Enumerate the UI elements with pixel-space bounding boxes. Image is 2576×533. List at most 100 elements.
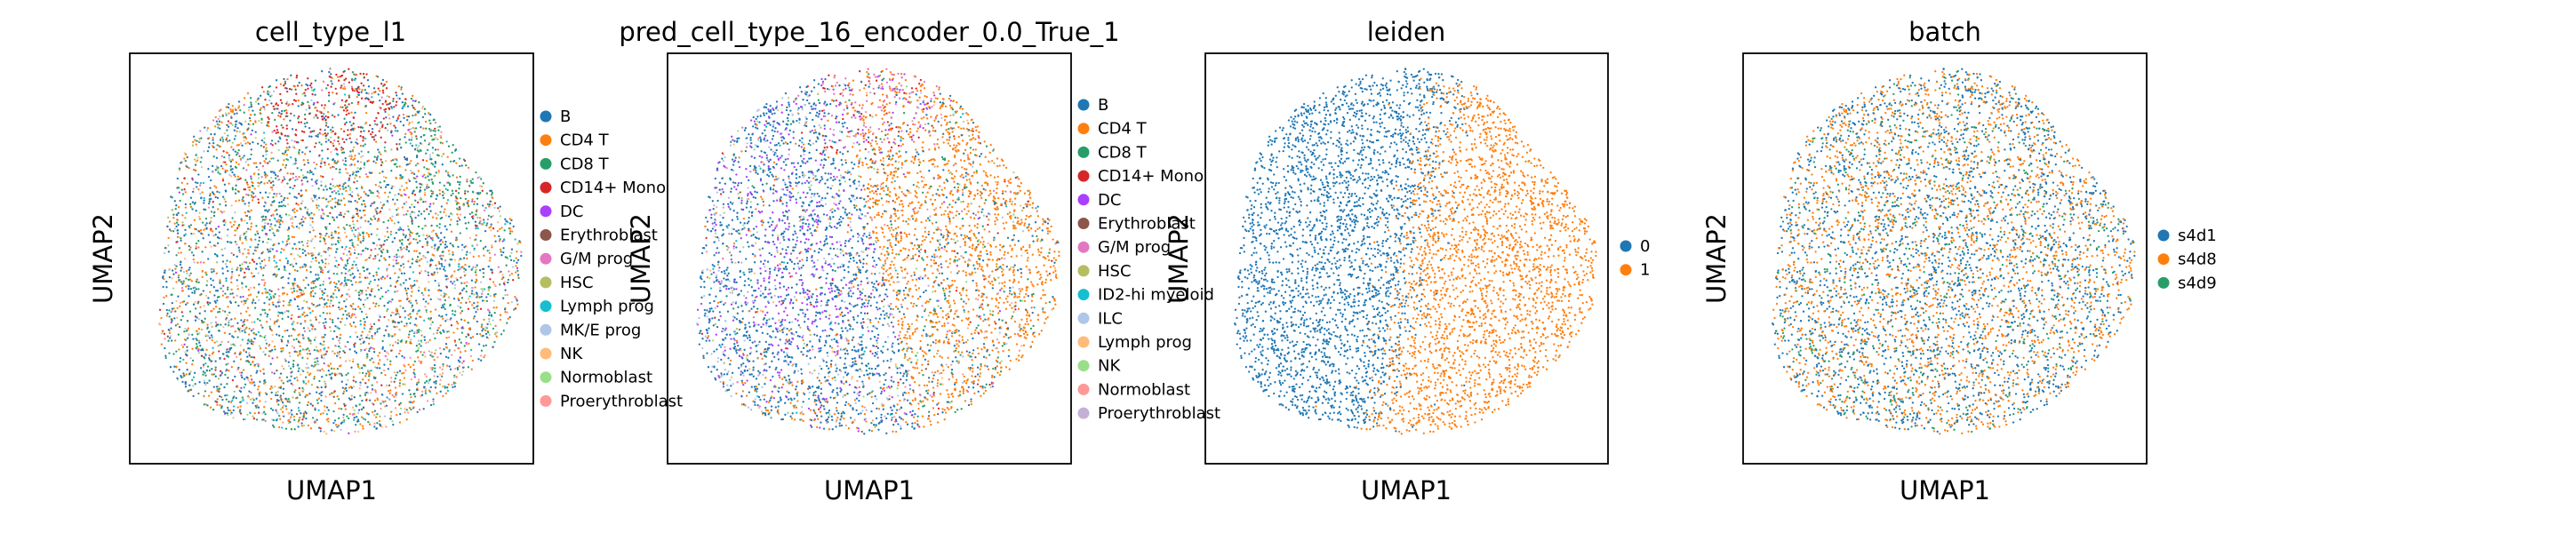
scatter-point (260, 117, 263, 120)
scatter-point (419, 186, 422, 189)
scatter-point (256, 246, 259, 249)
scatter-point (255, 333, 258, 336)
scatter-point (455, 176, 459, 179)
scatter-point (236, 255, 238, 258)
scatter-point (268, 289, 271, 291)
scatter-point (164, 356, 167, 360)
scatter-point (236, 266, 239, 269)
scatter-point (235, 108, 237, 111)
scatter-point (225, 139, 228, 141)
scatter-point (324, 137, 327, 139)
scatter-point (303, 122, 306, 125)
scatter-point (245, 181, 249, 184)
scatter-point (175, 241, 178, 243)
scatter-point (426, 251, 429, 254)
scatter-point (220, 370, 222, 372)
scatter-point (489, 189, 492, 192)
scatter-point (343, 404, 347, 407)
scatter-point (429, 113, 432, 116)
scatter-point (384, 235, 387, 238)
scatter-point (405, 292, 408, 295)
scatter-points (158, 68, 523, 435)
scatter-point (437, 154, 440, 157)
scatter-point (266, 321, 268, 323)
scatter-point (353, 346, 356, 348)
scatter-point (420, 330, 422, 332)
scatter-point (409, 266, 412, 268)
scatter-point (388, 390, 390, 393)
scatter-point (220, 155, 223, 158)
scatter-point (465, 290, 468, 293)
scatter-point (246, 128, 250, 131)
scatter-point (262, 278, 265, 282)
scatter-point (181, 300, 184, 304)
scatter-point (263, 410, 266, 413)
scatter-point (271, 424, 275, 427)
scatter-point (199, 184, 202, 187)
scatter-point (249, 245, 252, 249)
scatter-point (228, 370, 230, 372)
scatter-point (323, 362, 325, 365)
scatter-point (306, 403, 309, 407)
scatter-point (396, 312, 398, 314)
scatter-point (278, 377, 281, 379)
scatter-point (414, 317, 418, 320)
scatter-point (394, 163, 397, 165)
scatter-point (337, 417, 340, 420)
scatter-point (436, 217, 438, 219)
scatter-point (252, 172, 256, 176)
scatter-point (294, 129, 298, 131)
scatter-point (221, 272, 224, 274)
scatter-point (420, 196, 422, 199)
scatter-point (260, 180, 263, 184)
scatter-point (178, 348, 180, 351)
scatter-point (259, 319, 261, 322)
scatter-point (201, 354, 204, 357)
scatter-point (164, 354, 167, 357)
scatter-point (202, 365, 205, 368)
scatter-point (182, 372, 185, 375)
scatter-point (434, 244, 436, 247)
scatter-point (368, 349, 371, 353)
scatter-point (409, 212, 412, 216)
scatter-point (504, 289, 507, 291)
scatter-point (458, 298, 460, 302)
scatter-point (213, 211, 216, 213)
scatter-point (364, 137, 367, 140)
scatter-point (270, 139, 274, 142)
scatter-point (291, 128, 294, 131)
scatter-point (250, 209, 252, 212)
scatter-point (265, 233, 268, 235)
scatter-point (432, 402, 435, 406)
scatter-point (198, 218, 202, 220)
scatter-point (370, 171, 372, 175)
scatter-point (336, 367, 340, 370)
scatter-point (466, 257, 468, 260)
scatter-point (270, 371, 274, 374)
scatter-point (255, 262, 259, 266)
scatter-point (423, 225, 426, 227)
scatter-point (404, 289, 407, 292)
scatter-point (389, 377, 393, 379)
scatter-point (363, 162, 366, 164)
scatter-point (257, 181, 260, 184)
scatter-point (433, 363, 436, 367)
scatter-point (168, 275, 172, 279)
scatter-point (245, 267, 248, 271)
scatter-point (203, 202, 205, 204)
scatter-point (318, 392, 321, 395)
scatter-point (180, 266, 183, 269)
scatter-point (342, 350, 345, 353)
scatter-point (458, 365, 460, 368)
scatter-point (177, 223, 180, 227)
scatter-point (269, 223, 273, 226)
scatter-point (453, 287, 456, 290)
scatter-point (351, 283, 354, 286)
scatter-point (356, 138, 358, 141)
scatter-point (324, 258, 327, 261)
scatter-point (442, 153, 445, 155)
scatter-point (206, 127, 210, 130)
scatter-point (424, 270, 427, 273)
scatter-point (412, 114, 414, 117)
scatter-point (390, 380, 393, 383)
